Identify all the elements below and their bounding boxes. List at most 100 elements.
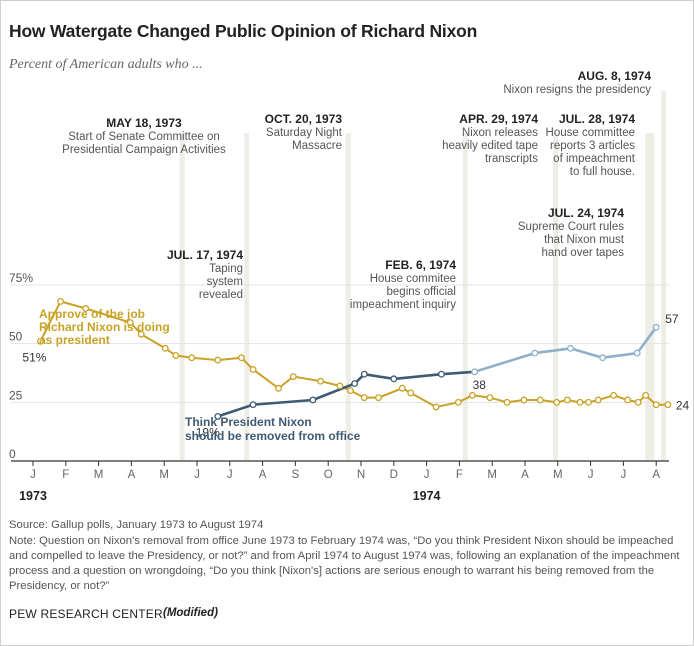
event-date-label: JUL. 24, 1974: [548, 206, 624, 220]
x-tick-label: M: [487, 469, 497, 481]
remove-point: [633, 349, 641, 357]
y-tick-label: 75%: [9, 271, 33, 285]
event-date-label: JUL. 17, 1974: [167, 248, 243, 262]
approve-point: [188, 354, 196, 362]
event-description: impeachment inquiry: [350, 299, 456, 311]
approve-point: [360, 394, 368, 402]
approve-point: [642, 391, 650, 399]
x-tick-label: J: [588, 469, 594, 481]
event-band: [179, 133, 185, 461]
x-tick-label: M: [159, 469, 169, 481]
approve-point: [57, 297, 64, 305]
approve-point: [536, 396, 544, 404]
approve-point: [275, 384, 282, 392]
approve-point: [237, 354, 245, 362]
event-description: House committee: [546, 127, 635, 139]
event-description: Taping: [209, 263, 243, 275]
x-tick-label: J: [621, 469, 627, 481]
approve-point: [634, 398, 642, 406]
approve-point: [486, 394, 494, 402]
approve-point: [336, 382, 344, 390]
x-tick-label: O: [324, 469, 333, 481]
event-description: that Nixon must: [544, 234, 625, 246]
approve-point: [161, 344, 169, 352]
approve-point: [610, 391, 618, 399]
approve-point: [36, 337, 44, 345]
remove-point: [309, 396, 317, 404]
approve-point: [594, 396, 602, 404]
event-description: heavily edited tape: [442, 140, 538, 152]
approve-point: [432, 403, 440, 411]
event-band: [244, 133, 250, 461]
approve-series-label: as president: [39, 333, 110, 347]
event-description: Supreme Court rules: [518, 221, 624, 233]
event-band: [645, 133, 651, 461]
question-note: Note: Question on Nixon's removal from o…: [9, 535, 680, 592]
x-tick-label: S: [292, 469, 300, 481]
approve-point: [576, 398, 584, 406]
x-tick-label: M: [553, 469, 563, 481]
chart-subtitle: Percent of American adults who ...: [9, 57, 203, 72]
approve-point: [652, 401, 660, 409]
approve-point: [468, 391, 476, 399]
event-description: system: [207, 276, 243, 288]
approve-series-label: Richard Nixon is doing: [39, 320, 170, 334]
approve-point: [407, 389, 415, 397]
event-description: to full house.: [570, 166, 635, 178]
approve-point: [82, 305, 90, 312]
event-date-label: OCT. 20, 1973: [265, 112, 343, 126]
x-tick-label: A: [259, 469, 267, 481]
approve-point: [624, 396, 632, 404]
event-date-label: APR. 29, 1974: [459, 112, 538, 126]
remove-line-early: [217, 370, 475, 418]
remove-point: [599, 354, 607, 362]
remove-mid-label: 38: [473, 378, 487, 392]
x-tick-label: J: [227, 469, 233, 481]
approve-point: [664, 401, 672, 409]
x-tick-label: J: [194, 469, 200, 481]
event-description: hand over tapes: [542, 247, 625, 259]
remove-point: [652, 323, 660, 331]
event-description: Nixon releases: [462, 127, 538, 139]
approve-last-label: 24: [676, 399, 690, 413]
approve-point: [375, 394, 382, 402]
approve-point: [563, 396, 571, 404]
x-tick-label: A: [128, 469, 136, 481]
remove-line-late: [474, 326, 658, 374]
event-band: [649, 133, 655, 461]
remove-series-label: should be removed from office: [185, 429, 361, 443]
remove-first-label: 19%: [196, 425, 220, 439]
approve-point: [553, 398, 561, 406]
chart-title: How Watergate Changed Public Opinion of …: [9, 21, 478, 41]
x-tick-label: F: [456, 469, 463, 481]
approve-first-label: 51%: [22, 350, 46, 364]
y-tick-label: 0: [9, 447, 16, 461]
x-tick-label: D: [390, 469, 398, 481]
event-band: [345, 133, 351, 461]
remove-point: [360, 370, 368, 378]
x-tick-label: A: [652, 469, 660, 481]
y-tick-label: 25: [9, 388, 23, 402]
event-description: House commitee: [370, 273, 456, 285]
event-date-label: FEB. 6, 1974: [385, 258, 456, 272]
event-description: begins official: [387, 286, 456, 298]
event-description: revealed: [199, 289, 243, 301]
event-description: reports 3 articles: [550, 140, 635, 152]
approve-point: [137, 330, 145, 338]
remove-point: [471, 368, 479, 376]
event-date-label: MAY 18, 1973: [106, 116, 182, 130]
approve-point: [214, 356, 222, 364]
remove-point: [437, 370, 445, 378]
approve-point: [346, 387, 354, 395]
event-date-label: JUL. 28, 1974: [559, 112, 635, 126]
event-band: [553, 133, 559, 461]
event-description: Nixon resigns the presidency: [503, 84, 651, 96]
event-band: [661, 91, 667, 461]
event-description: Saturday Night: [266, 127, 343, 139]
event-description: Start of Senate Committee on: [68, 131, 220, 143]
x-tick-label: F: [62, 469, 69, 481]
approve-point: [172, 351, 180, 359]
event-description: Presidential Campaign Activities: [62, 144, 226, 156]
